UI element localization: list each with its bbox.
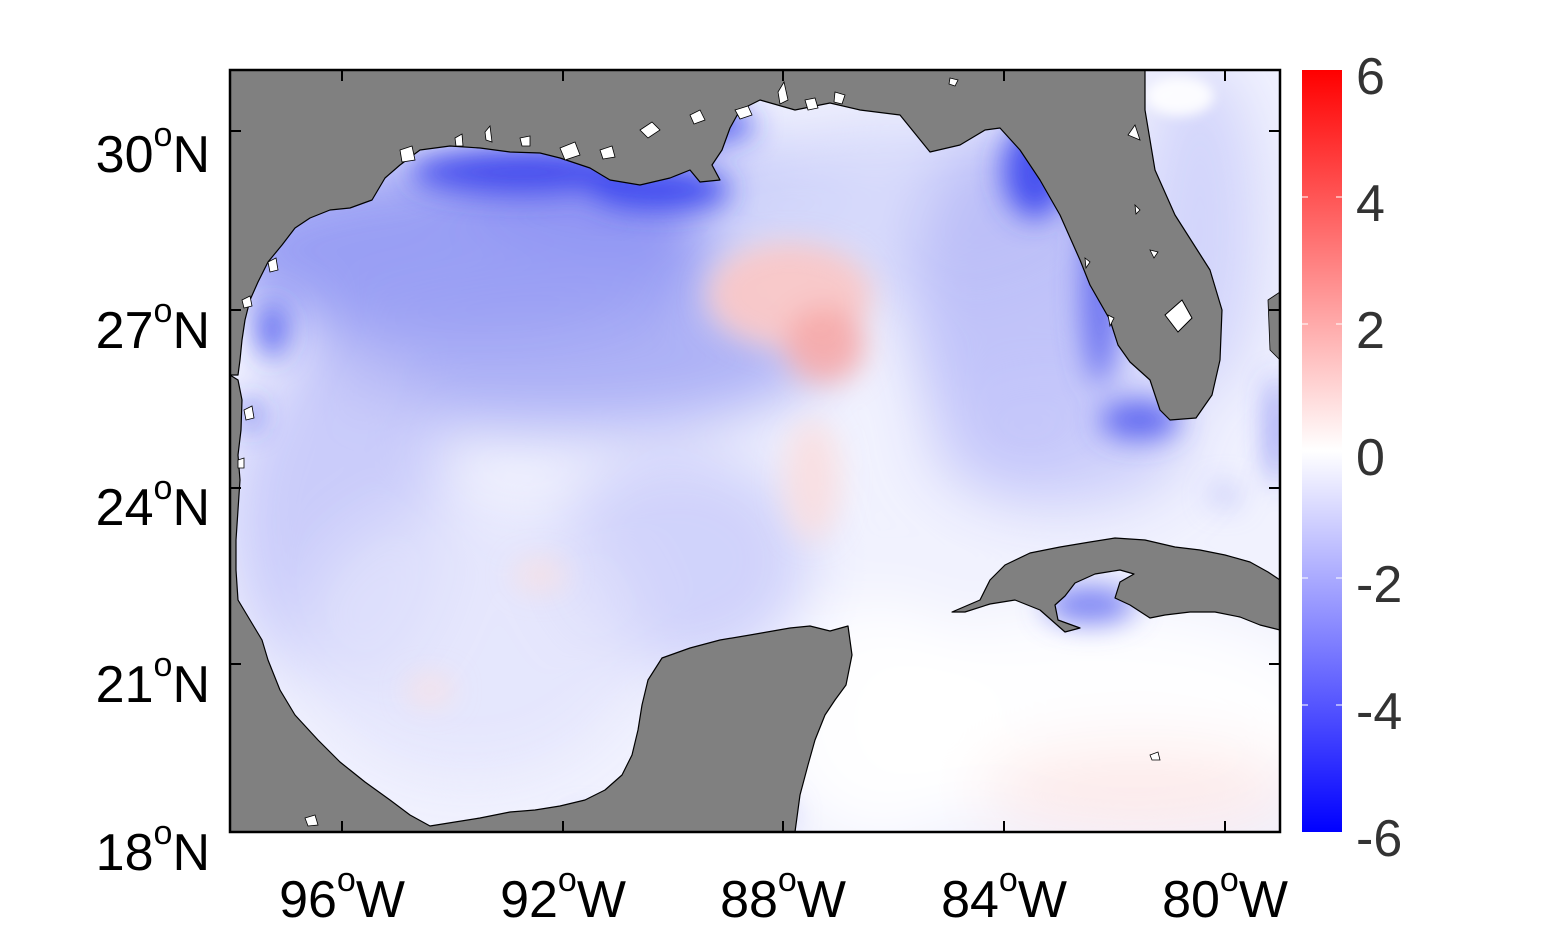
colorbar: 6 4 2 0 -2 -4 -6 [1302, 48, 1402, 868]
mexico-land [230, 374, 853, 832]
colorbar-label-4: 4 [1356, 175, 1385, 233]
lat-label-24n: 24oN [96, 469, 210, 537]
colorbar-label-2: 2 [1356, 302, 1385, 360]
lon-label-88w: 88oW [720, 861, 846, 929]
landmass [230, 70, 1280, 832]
colorbar-labels: 6 4 2 0 -2 -4 -6 [1356, 48, 1402, 868]
coastal-speckles [237, 77, 1161, 827]
colorbar-label-0: 0 [1356, 429, 1385, 487]
colorbar-label-neg2: -2 [1356, 556, 1402, 614]
lat-label-18n: 18oN [96, 814, 210, 882]
lon-label-80w: 80oW [1162, 861, 1288, 929]
map-plot-area [230, 70, 1280, 832]
lake-okeechobee [1164, 299, 1193, 333]
lon-label-96w: 96oW [279, 861, 405, 929]
axis-ticks [230, 70, 1280, 832]
lat-label-27n: 27oN [96, 292, 210, 360]
cuba-land [951, 537, 1280, 633]
lat-label-30n: 30oN [96, 116, 210, 184]
colorbar-gradient [1302, 70, 1342, 832]
us-land [230, 70, 1223, 421]
lon-label-84w: 84oW [941, 861, 1067, 929]
lon-label-92w: 92oW [500, 861, 626, 929]
longitude-labels: 96oW 92oW 88oW 84oW 80oW [279, 861, 1288, 929]
colorbar-ticks [1302, 196, 1342, 706]
colorbar-label-neg6: -6 [1356, 810, 1402, 868]
plot-frame [228, 68, 1282, 834]
colorbar-label-6: 6 [1356, 48, 1385, 106]
bahamas-land [1267, 291, 1280, 361]
lat-label-21n: 21oN [96, 646, 210, 714]
colorbar-label-neg4: -4 [1356, 683, 1402, 741]
latitude-labels: 30oN 27oN 24oN 21oN 18oN [96, 116, 210, 882]
